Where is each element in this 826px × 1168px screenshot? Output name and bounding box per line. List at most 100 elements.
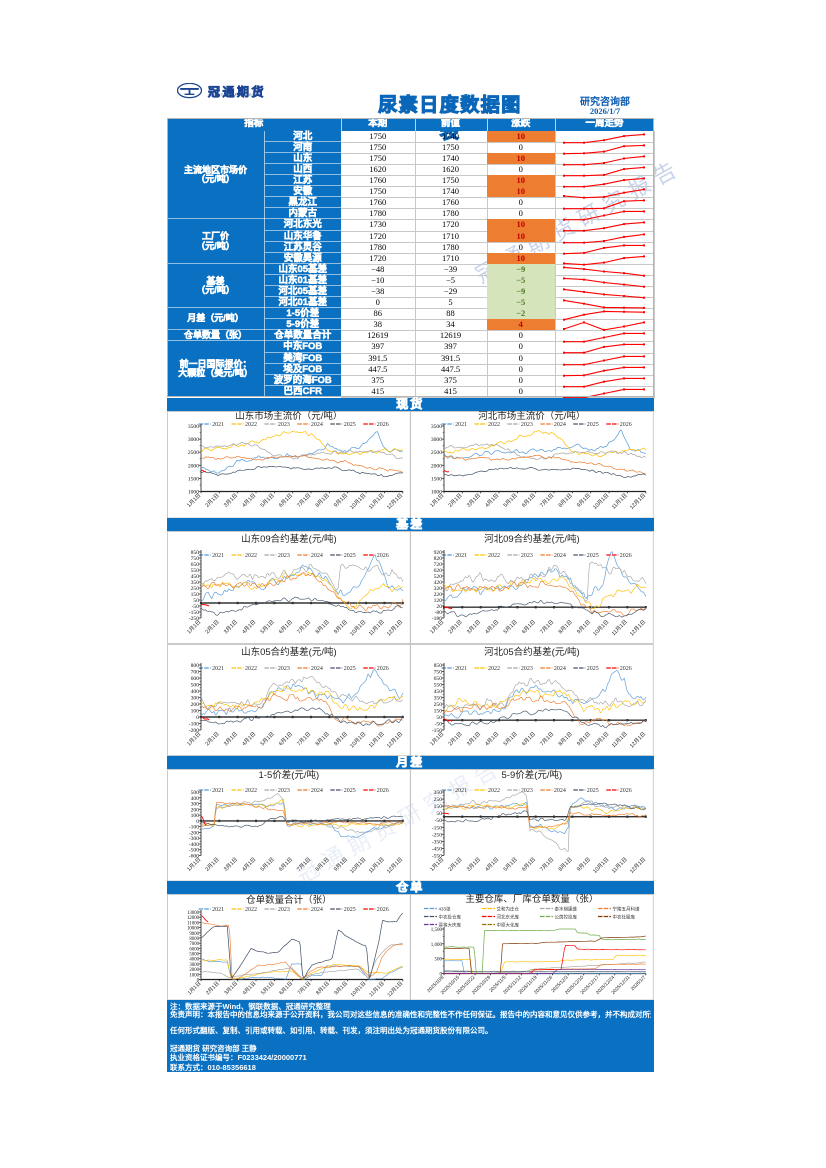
svg-text:12月1日: 12月1日 <box>385 730 404 749</box>
svg-text:150: 150 <box>434 709 443 715</box>
svg-text:2023: 2023 <box>277 553 289 559</box>
svg-text:100: 100 <box>190 709 199 715</box>
svg-text:2021: 2021 <box>212 788 224 794</box>
svg-text:12000: 12000 <box>187 916 200 921</box>
svg-text:520: 520 <box>434 574 443 580</box>
svg-text:2月1日: 2月1日 <box>447 618 464 635</box>
svg-text:7月1日: 7月1日 <box>295 855 312 872</box>
svg-text:650: 650 <box>190 562 199 568</box>
svg-text:12月1日: 12月1日 <box>385 855 404 874</box>
svg-text:-250: -250 <box>188 616 198 622</box>
svg-text:10月1日: 10月1日 <box>348 618 367 637</box>
svg-text:2月1日: 2月1日 <box>203 491 220 508</box>
svg-text:2月1日: 2月1日 <box>203 730 220 747</box>
svg-text:4月1日: 4月1日 <box>240 618 257 635</box>
svg-text:250: 250 <box>190 586 199 592</box>
svg-text:9月1日: 9月1日 <box>332 618 349 635</box>
svg-text:6月1日: 6月1日 <box>277 491 294 508</box>
svg-text:4月1日: 4月1日 <box>241 979 257 995</box>
svg-text:8月1日: 8月1日 <box>313 730 330 747</box>
svg-text:3月1日: 3月1日 <box>465 855 482 872</box>
svg-text:山东05合约基差(元/吨): 山东05合约基差(元/吨) <box>241 646 337 658</box>
svg-text:2025: 2025 <box>343 422 355 428</box>
svg-text:2500: 2500 <box>187 450 198 456</box>
svg-text:2024: 2024 <box>554 788 566 794</box>
svg-text:850: 850 <box>434 663 443 669</box>
svg-text:2月1日: 2月1日 <box>203 618 220 635</box>
svg-text:2021: 2021 <box>212 422 224 428</box>
svg-text:433张: 433张 <box>439 905 452 912</box>
svg-text:6月1日: 6月1日 <box>520 491 537 508</box>
svg-text:-300: -300 <box>188 836 198 842</box>
svg-text:200: 200 <box>190 702 199 708</box>
svg-text:450: 450 <box>190 574 199 580</box>
svg-text:2026: 2026 <box>376 666 388 672</box>
svg-text:12月1日: 12月1日 <box>628 491 647 510</box>
svg-text:3000: 3000 <box>187 437 198 443</box>
svg-text:12月1日: 12月1日 <box>385 491 404 510</box>
svg-text:-150: -150 <box>432 728 442 734</box>
svg-text:4月1日: 4月1日 <box>484 855 501 872</box>
svg-text:10000: 10000 <box>187 926 200 931</box>
svg-text:300: 300 <box>190 696 199 702</box>
svg-text:中农社服库: 中农社服库 <box>613 913 636 920</box>
svg-text:公茵控投库: 公茵控投库 <box>555 913 578 920</box>
svg-text:2月1日: 2月1日 <box>203 855 220 872</box>
svg-text:2026: 2026 <box>620 666 632 672</box>
svg-text:2025: 2025 <box>343 666 355 672</box>
svg-text:4月1日: 4月1日 <box>240 730 257 747</box>
svg-text:-600: -600 <box>188 853 198 859</box>
svg-text:2月1日: 2月1日 <box>447 491 464 508</box>
svg-text:2023: 2023 <box>521 553 533 559</box>
svg-text:8月1日: 8月1日 <box>313 855 330 872</box>
svg-text:2月1日: 2月1日 <box>447 730 464 747</box>
svg-text:2024: 2024 <box>310 907 322 913</box>
svg-text:2021: 2021 <box>455 666 467 672</box>
svg-text:河北09合约基差(元/吨): 河北09合约基差(元/吨) <box>484 533 580 545</box>
svg-text:2021: 2021 <box>212 553 224 559</box>
svg-text:2023: 2023 <box>521 666 533 672</box>
svg-text:0: 0 <box>196 818 199 824</box>
svg-text:8月1日: 8月1日 <box>314 979 330 995</box>
svg-text:620: 620 <box>434 568 443 574</box>
svg-text:150: 150 <box>434 804 443 810</box>
svg-text:550: 550 <box>434 683 443 689</box>
svg-text:6月1日: 6月1日 <box>277 730 294 747</box>
svg-text:100: 100 <box>190 813 199 819</box>
svg-text:2024: 2024 <box>310 788 322 794</box>
svg-text:1000: 1000 <box>187 489 198 495</box>
svg-text:宁陵五月科维: 宁陵五月科维 <box>613 905 640 912</box>
svg-text:11000: 11000 <box>187 921 199 926</box>
svg-text:11月1日: 11月1日 <box>367 855 386 874</box>
svg-text:2023: 2023 <box>277 788 289 794</box>
svg-text:9月1日: 9月1日 <box>575 618 592 635</box>
svg-text:6月1日: 6月1日 <box>277 979 293 995</box>
svg-text:2025: 2025 <box>587 553 599 559</box>
svg-text:9月1日: 9月1日 <box>332 979 348 995</box>
svg-text:7000: 7000 <box>189 942 199 947</box>
svg-text:2024: 2024 <box>310 666 322 672</box>
svg-text:-500: -500 <box>188 847 198 853</box>
svg-text:7月1日: 7月1日 <box>539 491 556 508</box>
svg-text:500: 500 <box>190 683 199 689</box>
svg-text:9月1日: 9月1日 <box>332 491 349 508</box>
svg-text:3500: 3500 <box>187 424 198 430</box>
svg-text:2025: 2025 <box>343 553 355 559</box>
svg-text:2000: 2000 <box>189 968 199 973</box>
svg-text:20: 20 <box>437 604 443 610</box>
svg-text:1000: 1000 <box>431 489 442 495</box>
svg-text:7月1日: 7月1日 <box>295 730 312 747</box>
svg-text:-50: -50 <box>435 818 443 824</box>
svg-text:1-5价差(元/吨): 1-5价差(元/吨) <box>258 769 319 781</box>
svg-text:5月1日: 5月1日 <box>502 730 519 747</box>
svg-text:5月1日: 5月1日 <box>259 979 275 995</box>
svg-text:250: 250 <box>434 797 443 803</box>
svg-text:-450: -450 <box>432 846 442 852</box>
svg-text:-100: -100 <box>188 722 198 728</box>
svg-text:5月1日: 5月1日 <box>258 618 275 635</box>
svg-text:8月1日: 8月1日 <box>557 855 574 872</box>
svg-text:2026: 2026 <box>376 422 388 428</box>
svg-text:2021: 2021 <box>455 788 467 794</box>
svg-text:艾和为庄仓: 艾和为庄仓 <box>497 905 520 912</box>
svg-text:2024: 2024 <box>554 553 566 559</box>
